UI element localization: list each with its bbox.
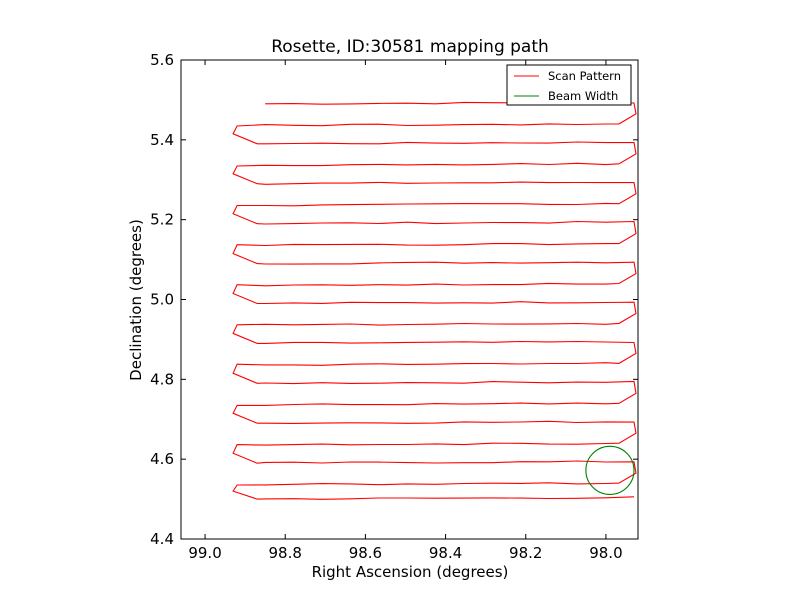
y-tick-label: 4.8 [150,370,174,388]
legend-box [506,64,632,106]
scan-pattern-line [232,101,637,500]
y-tick-label: 4.6 [150,450,174,468]
x-axis: 99.0 98.8 98.6 98.4 98.2 98.0 [188,60,623,562]
plot-area [232,101,637,500]
y-tick-label: 4.4 [150,530,174,548]
x-axis-label: Right Ascension (degrees) [312,563,509,581]
y-tick-label: 5.6 [150,51,174,69]
legend-label-scan-pattern: Scan Pattern [548,69,621,83]
x-tick-label: 99.0 [188,544,221,562]
x-tick-label: 98.0 [589,544,622,562]
x-tick-label: 98.2 [509,544,542,562]
legend: Scan Pattern Beam Width [506,64,632,106]
beam-width-circle [585,445,635,495]
legend-label-beam-width: Beam Width [548,89,618,103]
x-tick-label: 98.6 [349,544,382,562]
x-tick-label: 98.4 [429,544,462,562]
x-tick-label: 98.8 [269,544,302,562]
y-tick-label: 5.0 [150,291,174,309]
y-tick-label: 5.2 [150,211,174,229]
y-axis: 4.4 4.6 4.8 5.0 5.2 5.4 5.6 [150,51,638,548]
y-axis-label: Declination (degrees) [127,219,145,381]
chart-title: Rosette, ID:30581 mapping path [271,37,549,57]
plot-frame [180,59,639,540]
y-tick-label: 5.4 [150,131,174,149]
